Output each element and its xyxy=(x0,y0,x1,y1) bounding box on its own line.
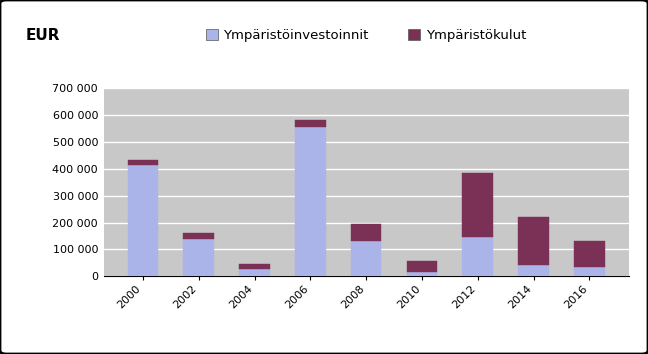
Bar xyxy=(351,241,382,276)
Bar xyxy=(128,165,158,276)
Bar xyxy=(463,237,493,276)
Bar xyxy=(574,241,605,267)
Bar xyxy=(239,269,270,276)
Bar xyxy=(406,261,437,272)
Bar xyxy=(406,272,437,276)
Legend: Ympäristöinvestoinnit, Ympäristökulut: Ympäristöinvestoinnit, Ympäristökulut xyxy=(201,24,531,47)
Bar xyxy=(574,267,605,276)
Bar xyxy=(295,127,326,276)
Text: EUR: EUR xyxy=(26,28,60,43)
Bar xyxy=(183,239,214,276)
Bar xyxy=(463,173,493,237)
Bar xyxy=(518,217,549,266)
Bar xyxy=(183,233,214,239)
Bar xyxy=(239,264,270,269)
Bar xyxy=(518,266,549,276)
Bar xyxy=(295,120,326,127)
Bar xyxy=(351,224,382,241)
Bar xyxy=(128,160,158,165)
